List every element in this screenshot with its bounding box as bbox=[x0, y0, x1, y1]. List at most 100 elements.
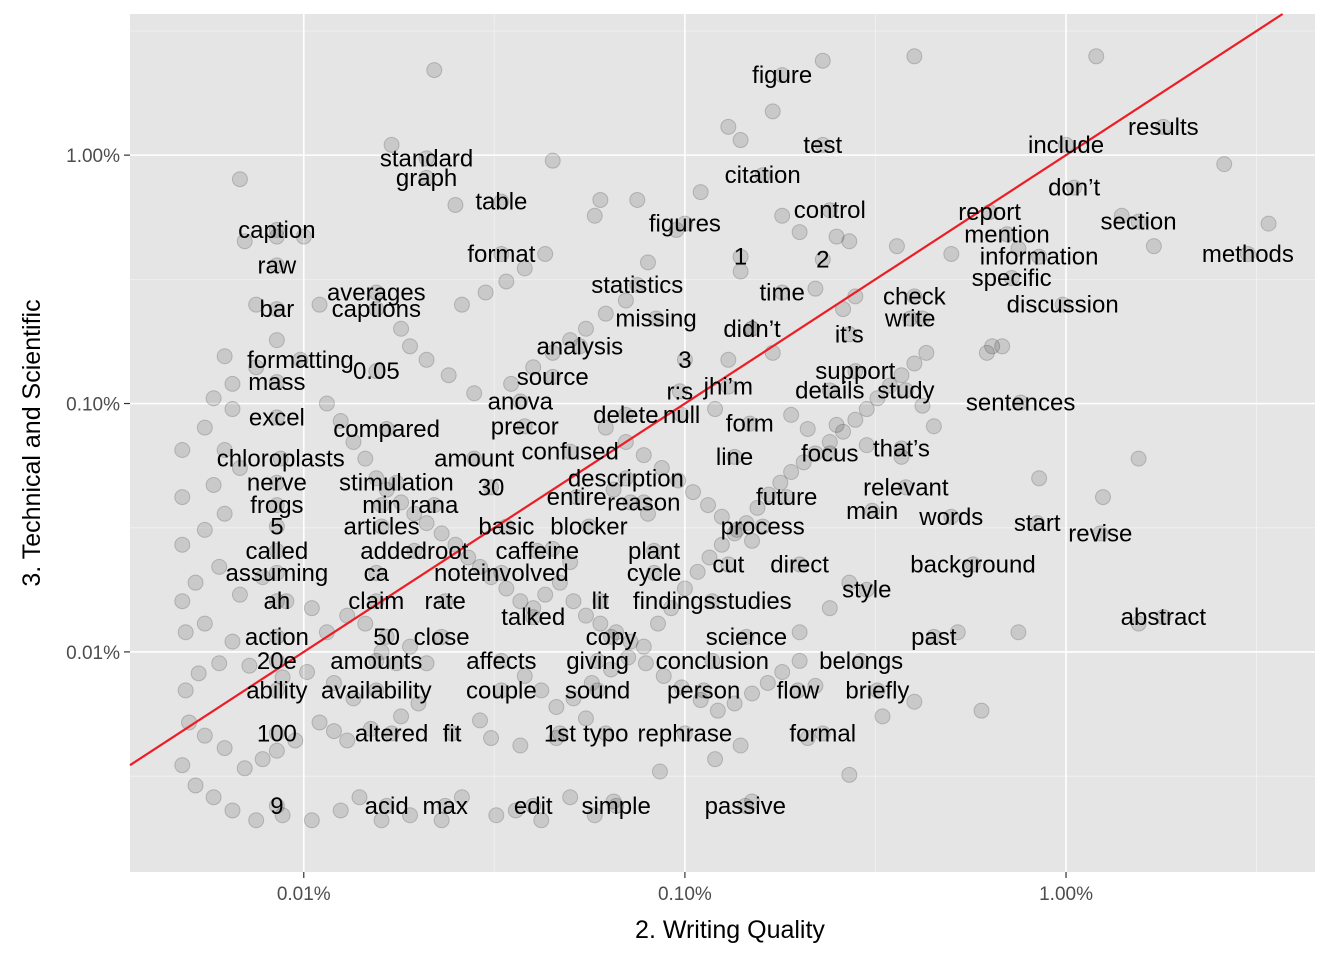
data-point bbox=[943, 245, 960, 262]
word-label: rana bbox=[410, 492, 459, 519]
data-point bbox=[918, 344, 935, 361]
word-point bbox=[726, 448, 743, 465]
word-label: description bbox=[568, 465, 684, 492]
word-point bbox=[418, 169, 435, 186]
data-point bbox=[577, 710, 594, 727]
data-point bbox=[1130, 450, 1147, 467]
data-point bbox=[537, 586, 554, 603]
word-point bbox=[373, 518, 390, 535]
data-points bbox=[174, 48, 1277, 829]
data-point bbox=[1088, 48, 1105, 65]
word-point bbox=[268, 221, 285, 238]
word-label: caption bbox=[238, 217, 315, 244]
data-point bbox=[332, 802, 349, 819]
word-label: called bbox=[246, 538, 309, 565]
data-point bbox=[351, 789, 368, 806]
word-label: control bbox=[794, 197, 866, 224]
data-point bbox=[231, 171, 248, 188]
word-label: format bbox=[467, 241, 535, 268]
data-point bbox=[707, 751, 724, 768]
word-point bbox=[483, 479, 500, 496]
word-label: sentences bbox=[966, 389, 1075, 416]
data-point bbox=[732, 263, 749, 280]
word-point bbox=[368, 593, 385, 610]
word-label: background bbox=[910, 551, 1035, 578]
data-point bbox=[622, 633, 639, 650]
word-label: addedroot bbox=[360, 538, 468, 565]
data-point bbox=[707, 401, 724, 418]
word-label: figures bbox=[649, 211, 721, 238]
word-point bbox=[695, 682, 712, 699]
word-point bbox=[562, 443, 579, 460]
data-point bbox=[488, 807, 505, 824]
data-point bbox=[874, 708, 891, 725]
word-label: discussion bbox=[1007, 292, 1119, 319]
word-point bbox=[544, 368, 561, 385]
word-point bbox=[999, 226, 1016, 243]
data-point bbox=[357, 450, 374, 467]
word-point bbox=[1031, 248, 1048, 265]
word-point bbox=[368, 363, 385, 380]
data-point bbox=[726, 695, 743, 712]
data-point bbox=[562, 554, 579, 571]
word-label: cut bbox=[712, 551, 744, 578]
word-point bbox=[617, 470, 634, 487]
word-label: copy bbox=[586, 624, 637, 651]
word-point bbox=[466, 450, 483, 467]
data-point bbox=[709, 702, 726, 719]
word-label: null bbox=[663, 402, 700, 429]
data-point bbox=[472, 558, 489, 575]
word-label: simple bbox=[581, 793, 650, 820]
word-point bbox=[268, 518, 285, 535]
data-point bbox=[460, 549, 477, 566]
word-point bbox=[704, 593, 721, 610]
data-point bbox=[828, 228, 845, 245]
word-label: basic bbox=[478, 513, 534, 540]
word-point bbox=[437, 593, 454, 610]
word-point bbox=[906, 288, 923, 305]
data-point bbox=[1031, 470, 1048, 487]
data-point bbox=[732, 737, 749, 754]
word-point bbox=[821, 202, 838, 219]
word-label: graph bbox=[396, 165, 457, 192]
data-point bbox=[174, 441, 191, 458]
word-point bbox=[608, 797, 625, 814]
data-point bbox=[670, 472, 687, 489]
data-point bbox=[701, 549, 718, 566]
data-point bbox=[537, 245, 554, 262]
data-point bbox=[684, 484, 701, 501]
data-point bbox=[241, 657, 258, 674]
word-point bbox=[1239, 245, 1256, 262]
data-point bbox=[835, 423, 852, 440]
word-label: fit bbox=[443, 720, 462, 747]
word-label: reason bbox=[607, 489, 680, 516]
data-point bbox=[906, 355, 923, 372]
word-point bbox=[592, 593, 609, 610]
data-point bbox=[345, 434, 362, 451]
data-point bbox=[268, 742, 285, 759]
word-point bbox=[268, 564, 285, 581]
data-point bbox=[303, 600, 320, 617]
word-point bbox=[1029, 515, 1046, 532]
word-point bbox=[1155, 118, 1172, 135]
data-point bbox=[906, 48, 923, 65]
y-tick-label: 0.10% bbox=[66, 395, 120, 416]
plot-panel bbox=[130, 14, 1315, 872]
data-point bbox=[231, 460, 248, 477]
word-point bbox=[847, 363, 864, 380]
word-point bbox=[368, 652, 385, 669]
word-point bbox=[1058, 136, 1075, 153]
data-point bbox=[311, 714, 328, 731]
data-point bbox=[949, 624, 966, 641]
word-point bbox=[744, 320, 761, 337]
word-label: didn’t bbox=[723, 316, 781, 343]
data-point bbox=[393, 708, 410, 725]
data-point bbox=[984, 338, 1001, 355]
word-label: amount bbox=[434, 446, 514, 473]
data-point bbox=[311, 296, 328, 313]
data-point bbox=[402, 638, 419, 655]
word-point bbox=[1066, 179, 1083, 196]
data-point bbox=[673, 679, 690, 696]
word-label: belongs bbox=[819, 648, 903, 675]
